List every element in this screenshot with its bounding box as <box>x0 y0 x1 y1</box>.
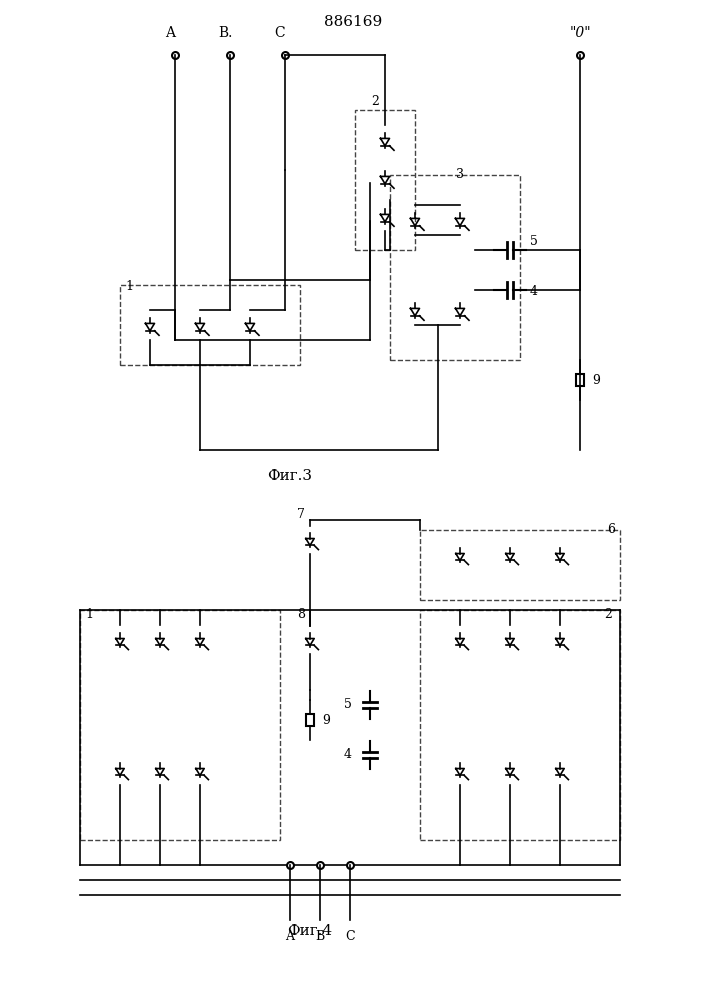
Bar <box>355 110 415 250</box>
Text: "0": "0" <box>569 26 591 40</box>
Text: A: A <box>165 26 175 40</box>
Text: Фиг.4: Фиг.4 <box>288 924 332 938</box>
Text: 4: 4 <box>344 748 352 762</box>
Bar <box>390 175 520 360</box>
Text: 1: 1 <box>85 608 93 621</box>
Bar <box>80 610 280 840</box>
Text: 8: 8 <box>297 608 305 621</box>
Text: 1: 1 <box>125 280 133 293</box>
Text: 9: 9 <box>592 373 600 386</box>
Text: 9: 9 <box>322 714 330 726</box>
Text: B: B <box>315 930 325 943</box>
Text: C: C <box>275 26 286 40</box>
Text: 886169: 886169 <box>324 15 382 29</box>
Bar <box>420 610 620 840</box>
Text: 3: 3 <box>456 168 464 181</box>
Bar <box>576 374 584 386</box>
Bar <box>420 530 620 600</box>
Text: Фиг.3: Фиг.3 <box>267 469 312 483</box>
Bar <box>306 714 314 726</box>
Text: C: C <box>345 930 355 943</box>
Text: 2: 2 <box>604 608 612 621</box>
Text: 5: 5 <box>530 235 538 248</box>
Text: A: A <box>286 930 295 943</box>
Text: 5: 5 <box>344 698 352 712</box>
Text: B.: B. <box>218 26 232 40</box>
Text: 7: 7 <box>297 508 305 521</box>
Text: 2: 2 <box>371 95 379 108</box>
Text: 4: 4 <box>530 285 538 298</box>
Text: 6: 6 <box>607 523 615 536</box>
Bar <box>120 285 300 365</box>
